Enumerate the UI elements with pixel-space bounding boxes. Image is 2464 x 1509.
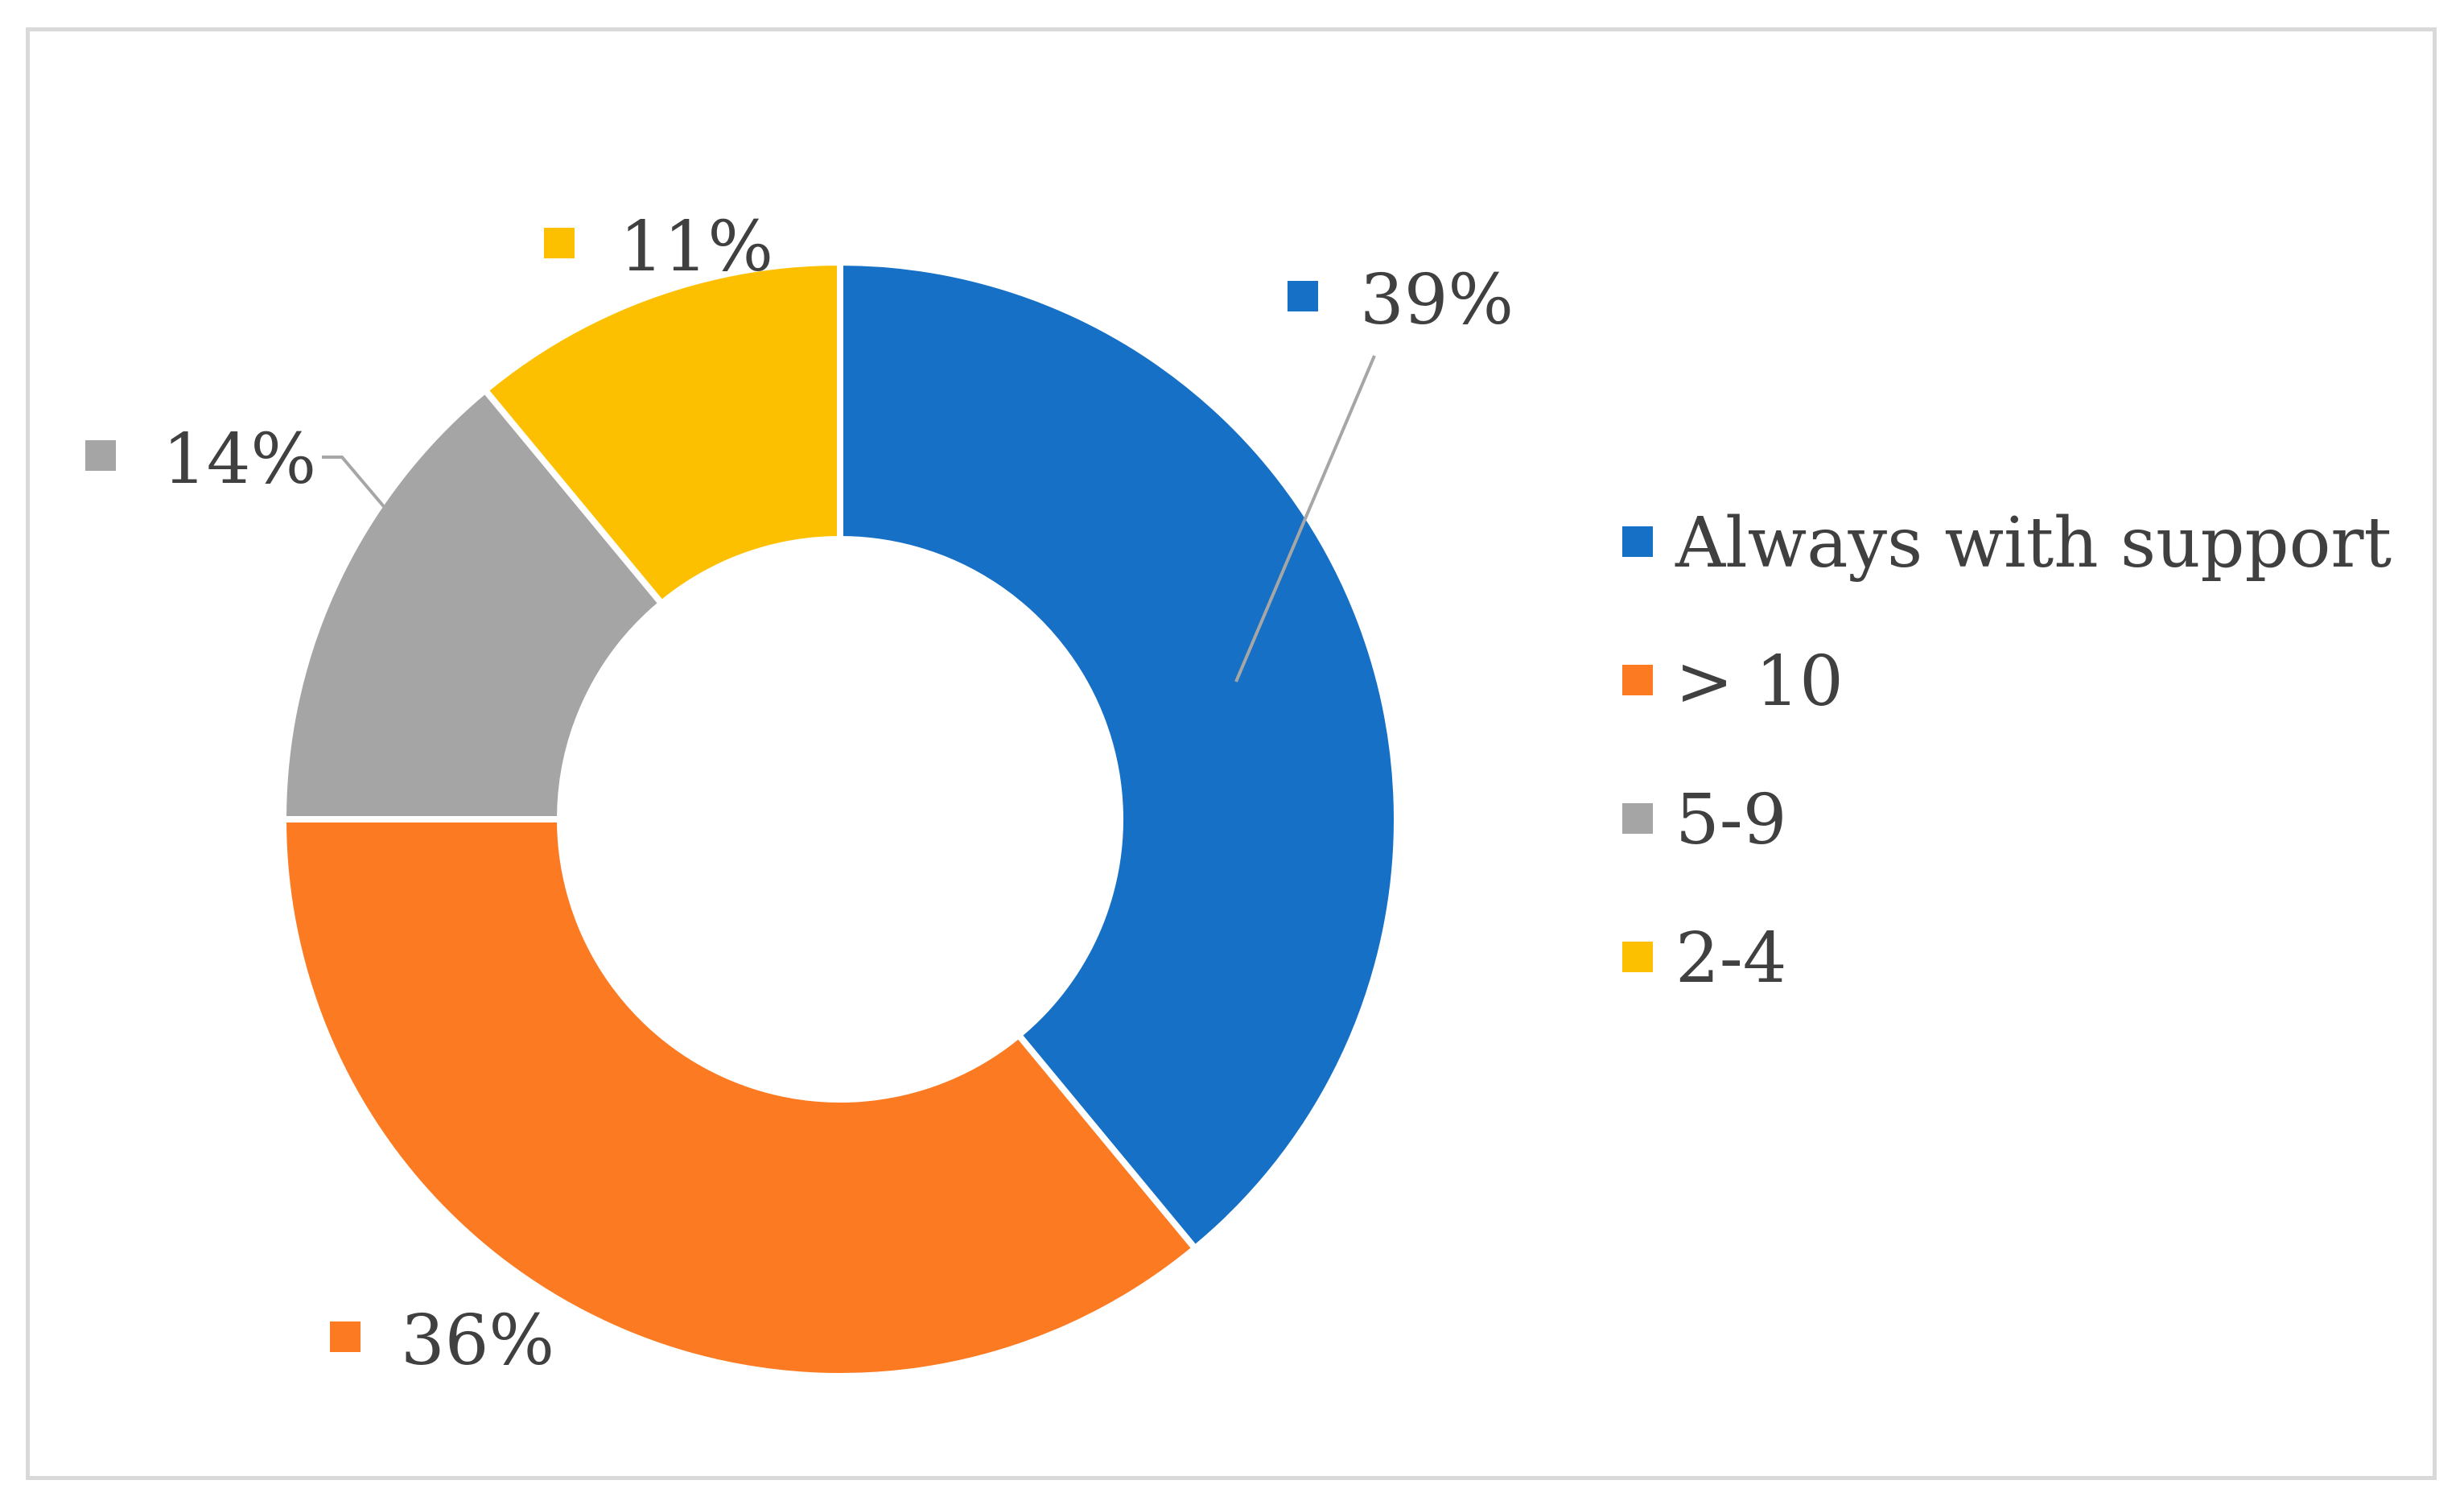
legend-swatch-2-4	[1622, 942, 1653, 972]
data-label-5-9: 14%	[163, 419, 316, 500]
data-label-key-always-with-support	[1288, 281, 1318, 311]
slice-always-with-support	[837, 259, 1401, 1252]
legend-item-2-4: 2-4	[1622, 918, 1787, 999]
slice-5-9	[280, 386, 665, 823]
data-label-always-with-support: 39%	[1360, 260, 1514, 340]
slice-10	[280, 816, 1199, 1380]
data-label-10: 36%	[401, 1301, 554, 1381]
data-label-key-10	[330, 1321, 361, 1352]
leader-lines	[322, 355, 1376, 682]
donut-slices	[280, 259, 1401, 1380]
legend-item-5-9: 5-9	[1622, 780, 1787, 860]
data-label-key-5-9	[85, 440, 116, 471]
legend-item-10: > 10	[1622, 641, 1844, 722]
legend-label-always-with-support: Always with support	[1675, 503, 2392, 583]
legend-swatch-5-9	[1622, 803, 1653, 834]
slice-2-4	[481, 259, 843, 607]
data-labels: 39% 36% 14% 11%	[85, 207, 1514, 1381]
legend-label-5-9: 5-9	[1675, 780, 1787, 860]
leader-line-5-9	[322, 456, 388, 511]
legend-item-always-with-support: Always with support	[1622, 503, 2392, 583]
data-label-2-4: 11%	[620, 207, 773, 287]
leader-line-always-with-support	[1234, 355, 1376, 682]
legend-swatch-10	[1622, 665, 1653, 695]
data-label-key-2-4	[544, 228, 575, 258]
legend-label-10: > 10	[1675, 641, 1844, 722]
legend: Always with support > 10 5-9 2-4	[1622, 503, 2392, 999]
legend-swatch-always-with-support	[1622, 526, 1653, 557]
legend-label-2-4: 2-4	[1675, 918, 1787, 999]
